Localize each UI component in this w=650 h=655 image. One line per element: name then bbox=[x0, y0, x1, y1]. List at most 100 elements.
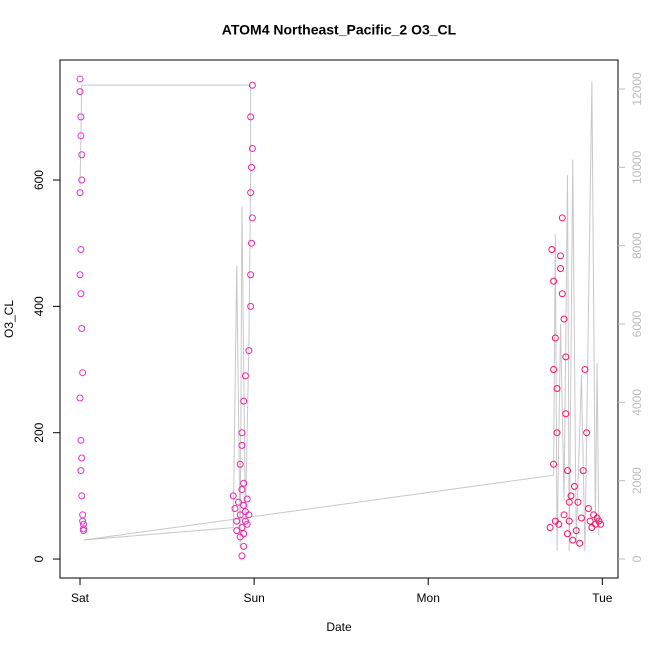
point bbox=[76, 88, 84, 96]
point bbox=[579, 467, 587, 475]
point bbox=[564, 467, 572, 475]
point bbox=[240, 501, 248, 509]
point bbox=[80, 525, 88, 533]
point bbox=[247, 302, 255, 310]
point bbox=[245, 347, 253, 355]
point bbox=[584, 505, 592, 513]
point bbox=[562, 410, 570, 418]
point bbox=[78, 151, 86, 159]
y-axis-label: O3_CL bbox=[2, 300, 16, 338]
y-tick-label: 200 bbox=[32, 422, 46, 442]
point bbox=[78, 454, 86, 462]
point bbox=[236, 511, 244, 519]
point bbox=[78, 492, 86, 500]
y-tick-label: 600 bbox=[32, 170, 46, 190]
y-tick-label: 400 bbox=[32, 296, 46, 316]
chart-title: ATOM4 Northeast_Pacific_2 O3_CL bbox=[222, 22, 457, 38]
y-tick-label: 0 bbox=[32, 555, 46, 562]
point bbox=[229, 492, 237, 500]
point bbox=[565, 517, 573, 525]
y2-tick-label: 8000 bbox=[630, 232, 644, 259]
point bbox=[558, 290, 566, 298]
plot-frame bbox=[59, 59, 619, 579]
x-tick-label: Sat bbox=[71, 591, 90, 605]
point bbox=[557, 252, 565, 260]
point bbox=[77, 246, 85, 254]
point bbox=[581, 366, 589, 374]
point bbox=[577, 514, 585, 522]
point bbox=[558, 214, 566, 222]
y2-tick-label: 0 bbox=[630, 555, 644, 562]
point bbox=[583, 429, 591, 437]
point bbox=[550, 366, 558, 374]
point bbox=[567, 492, 575, 500]
point bbox=[560, 511, 568, 519]
point bbox=[245, 511, 253, 519]
point bbox=[248, 144, 256, 152]
point bbox=[80, 527, 88, 535]
point bbox=[233, 517, 241, 525]
point bbox=[77, 436, 85, 444]
point bbox=[597, 520, 605, 528]
point bbox=[247, 113, 255, 121]
point bbox=[550, 460, 558, 468]
point bbox=[231, 505, 239, 513]
point bbox=[240, 530, 248, 538]
point bbox=[248, 239, 256, 247]
point bbox=[78, 324, 86, 332]
point bbox=[586, 517, 594, 525]
point bbox=[569, 536, 577, 544]
point bbox=[243, 520, 251, 528]
point bbox=[77, 467, 85, 475]
point bbox=[248, 163, 256, 171]
point bbox=[240, 397, 248, 405]
point bbox=[240, 542, 248, 550]
point bbox=[560, 315, 568, 323]
point bbox=[550, 277, 558, 285]
point bbox=[565, 498, 573, 506]
y2-tick-label: 4000 bbox=[630, 389, 644, 416]
point bbox=[233, 527, 241, 535]
point bbox=[562, 353, 570, 361]
point bbox=[574, 498, 582, 506]
point bbox=[76, 189, 84, 197]
y2-line bbox=[79, 81, 600, 552]
y2-tick-label: 2000 bbox=[630, 467, 644, 494]
point bbox=[248, 214, 256, 222]
point bbox=[77, 132, 85, 140]
point bbox=[248, 81, 256, 89]
y2-tick-label: 6000 bbox=[630, 310, 644, 337]
point bbox=[238, 486, 246, 494]
point bbox=[77, 290, 85, 298]
point bbox=[238, 552, 246, 560]
point bbox=[76, 394, 84, 402]
point bbox=[79, 517, 87, 525]
point bbox=[576, 539, 584, 547]
point bbox=[551, 334, 559, 342]
point bbox=[234, 498, 242, 506]
point bbox=[76, 75, 84, 83]
point bbox=[78, 176, 86, 184]
point bbox=[553, 384, 561, 392]
point bbox=[557, 264, 565, 272]
y2-tick-label: 12000 bbox=[630, 72, 644, 106]
point bbox=[546, 523, 554, 531]
point bbox=[548, 246, 556, 254]
point bbox=[564, 530, 572, 538]
point bbox=[77, 113, 85, 121]
point bbox=[555, 520, 563, 528]
point bbox=[240, 479, 248, 487]
point bbox=[247, 271, 255, 279]
point bbox=[236, 460, 244, 468]
x-axis-label: Date bbox=[326, 620, 352, 634]
x-tick-label: Mon bbox=[417, 591, 440, 605]
point bbox=[238, 429, 246, 437]
x-tick-label: Tue bbox=[592, 591, 613, 605]
point bbox=[243, 495, 251, 503]
y2-tick-label: 10000 bbox=[630, 150, 644, 184]
point bbox=[79, 369, 87, 377]
point bbox=[238, 441, 246, 449]
point bbox=[572, 527, 580, 535]
